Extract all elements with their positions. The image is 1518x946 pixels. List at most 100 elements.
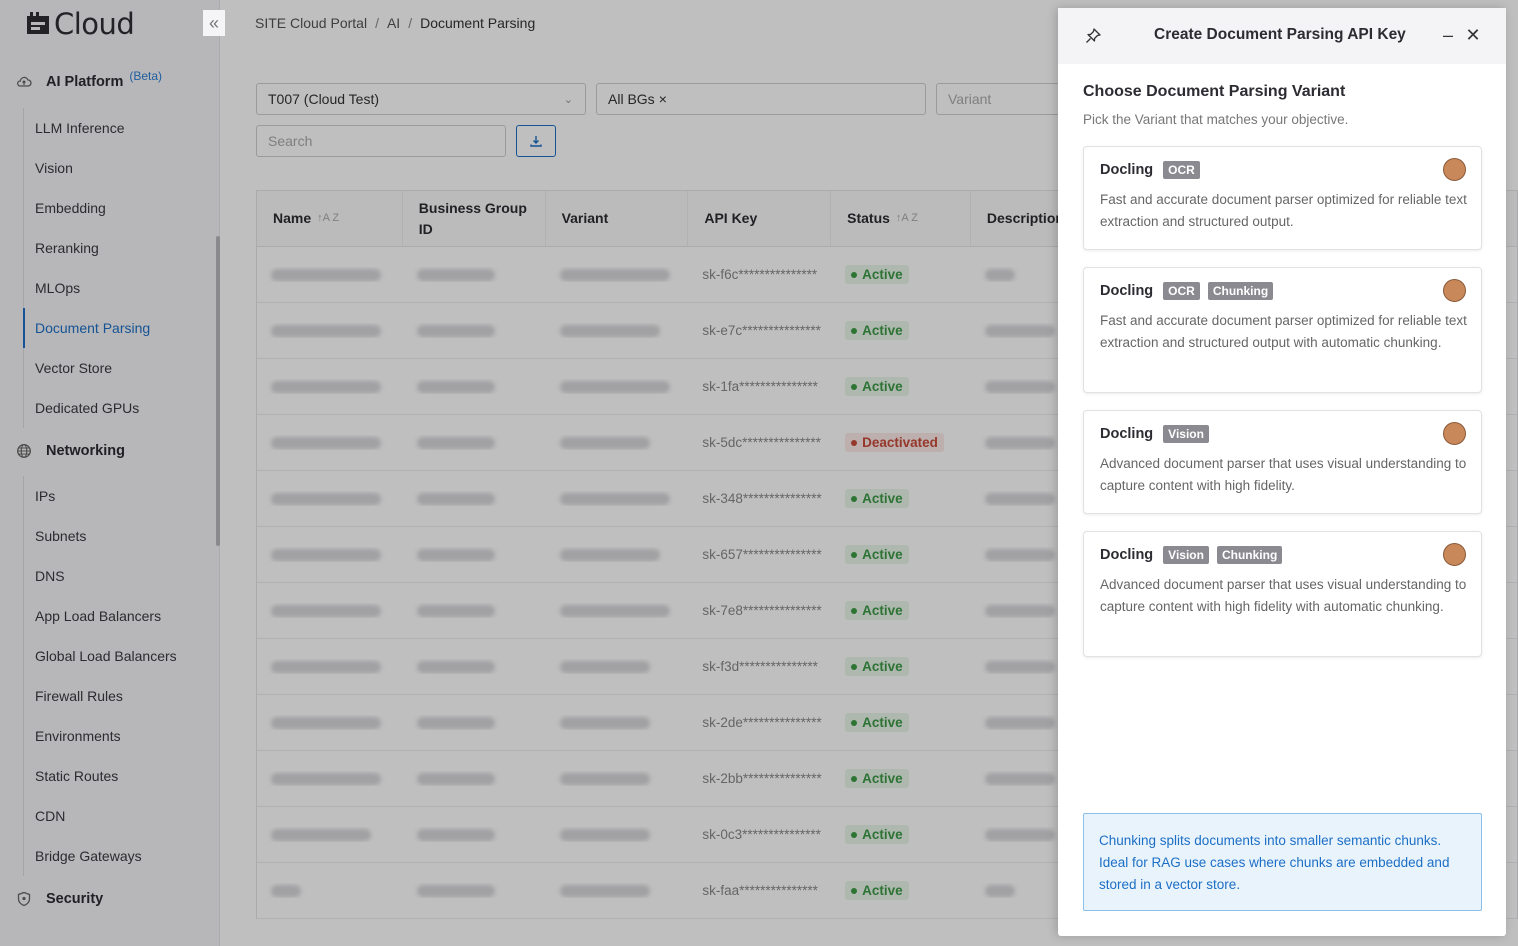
sidebar-item-mlops[interactable]: MLOps xyxy=(35,280,81,296)
cell-business-group xyxy=(403,547,546,562)
sidebar-section-ai-platform[interactable]: AI Platform (Beta) xyxy=(16,69,162,90)
ai-nav-group: LLM Inference Vision Embedding Reranking… xyxy=(23,108,150,428)
breadcrumb-separator: / xyxy=(375,15,379,31)
column-header-variant: Variant xyxy=(546,191,689,246)
status-badge: Active xyxy=(845,825,909,844)
card-name: Docling xyxy=(1100,426,1154,442)
cell-description xyxy=(971,883,1517,898)
cell-api-key: sk-faa*************** xyxy=(702,883,818,898)
cell-variant xyxy=(546,491,689,506)
tenant-select[interactable]: T007 (Cloud Test) ⌄ xyxy=(256,83,586,115)
section-subtitle: Pick the Variant that matches your objec… xyxy=(1083,112,1349,127)
section-title: Choose Document Parsing Variant xyxy=(1083,83,1346,100)
variant-badge: Chunking xyxy=(1216,546,1283,564)
table-row[interactable]: sk-7e8*************** Active xyxy=(257,583,1517,639)
sort-icon[interactable]: ↑A Z xyxy=(895,212,918,224)
table-row[interactable]: sk-5dc*************** Deactivated xyxy=(257,415,1517,471)
logo[interactable]: Cloud xyxy=(26,7,135,41)
variant-badge: Vision xyxy=(1163,425,1209,443)
download-icon xyxy=(530,136,542,147)
sidebar-scrollbar[interactable] xyxy=(216,236,220,546)
pin-icon[interactable] xyxy=(1084,27,1102,45)
sort-icon[interactable]: ↑A Z xyxy=(317,212,340,224)
download-button[interactable] xyxy=(516,125,556,157)
cell-variant xyxy=(546,323,689,338)
sidebar-item-bridge-gateways[interactable]: Bridge Gateways xyxy=(35,848,142,864)
sidebar-item-ips[interactable]: IPs xyxy=(35,488,56,504)
cell-description xyxy=(971,771,1517,786)
card-description: Advanced document parser that uses visua… xyxy=(1100,577,1467,614)
column-header-status[interactable]: Status ↑A Z xyxy=(831,191,971,246)
remove-tag-icon[interactable]: × xyxy=(658,91,667,107)
sidebar-item-subnets[interactable]: Subnets xyxy=(35,528,87,544)
cell-variant xyxy=(546,379,689,394)
drawer-header: Create Document Parsing API Key – ✕ xyxy=(1058,8,1506,64)
sidebar-item-dns[interactable]: DNS xyxy=(35,568,65,584)
breadcrumb-portal[interactable]: SITE Cloud Portal xyxy=(255,15,368,31)
table-row[interactable]: sk-1fa*************** Active xyxy=(257,359,1517,415)
minimize-icon[interactable]: – xyxy=(1442,25,1453,45)
cell-variant xyxy=(546,883,689,898)
sidebar-item-cdn[interactable]: CDN xyxy=(35,808,66,824)
cell-business-group xyxy=(403,491,546,506)
sidebar-item-embedding[interactable]: Embedding xyxy=(35,200,106,216)
sidebar-item-environments[interactable]: Environments xyxy=(35,728,121,744)
status-badge: Active xyxy=(845,657,909,676)
logo-text: Cloud xyxy=(54,7,135,41)
table-row[interactable]: sk-657*************** Active xyxy=(257,527,1517,583)
status-dot xyxy=(851,831,858,838)
sidebar-item-static-routes[interactable]: Static Routes xyxy=(35,768,119,784)
card-header: Docling OCR xyxy=(1100,161,1200,179)
table-row[interactable]: sk-e7c*************** Active xyxy=(257,303,1517,359)
chunking-info-box: Chunking splits documents into smaller s… xyxy=(1083,813,1482,911)
sidebar-item-firewall-rules[interactable]: Firewall Rules xyxy=(35,688,123,704)
table-row[interactable]: sk-0c3*************** Active xyxy=(257,807,1517,863)
collapse-sidebar-icon[interactable]: « xyxy=(203,10,225,36)
breadcrumb-current: Document Parsing xyxy=(420,15,536,31)
cell-business-group xyxy=(403,379,546,394)
sidebar-item-document-parsing[interactable]: Document Parsing xyxy=(23,308,150,348)
cell-business-group xyxy=(403,883,546,898)
search-input[interactable]: Search xyxy=(256,125,506,157)
table-row[interactable]: sk-f6c*************** Active xyxy=(257,247,1517,303)
status-dot xyxy=(851,887,858,894)
table-row[interactable]: sk-faa*************** Active xyxy=(257,863,1517,919)
variant-card[interactable]: Docling Vision Chunking Advanced document p… xyxy=(1083,531,1482,657)
provider-avatar xyxy=(1443,422,1466,445)
provider-avatar xyxy=(1443,158,1466,181)
variant-card[interactable]: Docling OCR Fast and accurate document par… xyxy=(1083,146,1482,250)
close-icon[interactable]: ✕ xyxy=(1465,25,1481,45)
status-dot xyxy=(851,383,858,390)
cell-description xyxy=(971,379,1517,394)
table-row[interactable]: sk-f3d*************** Active xyxy=(257,639,1517,695)
sidebar-item-reranking[interactable]: Reranking xyxy=(35,240,99,256)
cell-description xyxy=(971,435,1517,450)
cell-variant xyxy=(546,771,689,786)
table-row[interactable]: sk-348*************** Active xyxy=(257,471,1517,527)
breadcrumb-ai[interactable]: AI xyxy=(386,15,401,31)
sidebar-item-vision[interactable]: Vision xyxy=(35,160,73,176)
status-dot xyxy=(851,607,858,614)
sidebar-item-llm-inference[interactable]: LLM Inference xyxy=(35,120,125,136)
table-row[interactable]: sk-2bb*************** Active xyxy=(257,751,1517,807)
cell-business-group xyxy=(403,827,546,842)
variant-card[interactable]: Docling OCR Chunking Fast and accurate docu… xyxy=(1083,267,1482,393)
cell-status: Active xyxy=(831,601,971,620)
status-text: Deactivated xyxy=(862,435,938,450)
cell-status: Active xyxy=(831,825,971,844)
column-header-name[interactable]: Name ↑A Z xyxy=(257,191,403,246)
business-group-select[interactable]: All BGs × xyxy=(596,83,926,115)
sidebar-section-networking[interactable]: Networking xyxy=(16,443,125,459)
sidebar-item-app-load-balancers[interactable]: App Load Balancers xyxy=(35,608,162,624)
status-dot xyxy=(851,495,858,502)
cell-variant xyxy=(546,435,689,450)
table-row[interactable]: sk-2de*************** Active xyxy=(257,695,1517,751)
variant-badge: Vision xyxy=(1163,546,1209,564)
sidebar-item-global-load-balancers[interactable]: Global Load Balancers xyxy=(35,648,177,664)
sidebar-section-security[interactable]: Security xyxy=(16,891,103,907)
sidebar-item-dedicated-gpus[interactable]: Dedicated GPUs xyxy=(35,400,140,416)
sidebar-item-vector-store[interactable]: Vector Store xyxy=(35,360,113,376)
networking-nav-group: IPs Subnets DNS App Load Balancers Globa… xyxy=(23,476,177,876)
variant-card[interactable]: Docling Vision Advanced document parser th… xyxy=(1083,410,1482,514)
cell-name xyxy=(257,547,403,562)
